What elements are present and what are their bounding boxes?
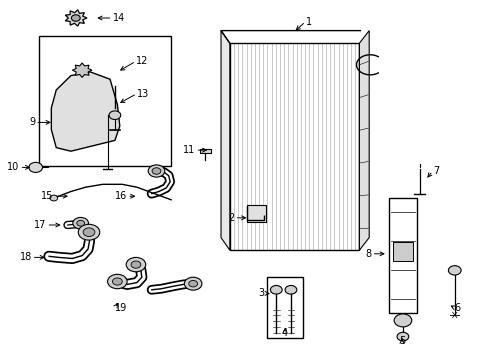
Circle shape — [393, 314, 411, 327]
Text: 15: 15 — [41, 191, 54, 201]
Bar — [199, 149, 211, 153]
Circle shape — [50, 195, 58, 201]
Text: 16: 16 — [115, 191, 127, 201]
Circle shape — [109, 111, 121, 120]
Bar — [388, 198, 416, 313]
Circle shape — [152, 168, 161, 174]
Circle shape — [107, 274, 127, 289]
Bar — [39, 36, 171, 166]
Circle shape — [77, 220, 84, 226]
Text: 5: 5 — [398, 336, 404, 346]
Bar — [229, 43, 359, 250]
Bar — [246, 205, 265, 222]
Text: 13: 13 — [137, 89, 149, 99]
Circle shape — [126, 257, 145, 272]
Bar — [392, 242, 412, 261]
Text: 8: 8 — [365, 249, 371, 259]
Text: 12: 12 — [136, 56, 148, 66]
Text: 18: 18 — [20, 252, 32, 262]
Polygon shape — [72, 63, 92, 77]
Bar — [266, 277, 303, 338]
Circle shape — [29, 162, 42, 172]
Circle shape — [270, 285, 282, 294]
Text: 17: 17 — [34, 220, 46, 230]
Text: 2: 2 — [228, 213, 234, 223]
Text: 10: 10 — [7, 162, 20, 172]
Text: 9: 9 — [29, 117, 35, 127]
Circle shape — [184, 277, 202, 290]
Text: 7: 7 — [432, 166, 438, 176]
Polygon shape — [359, 31, 368, 250]
Text: 1: 1 — [305, 17, 311, 27]
Circle shape — [285, 285, 296, 294]
Text: 14: 14 — [112, 13, 124, 23]
Circle shape — [83, 228, 95, 237]
Circle shape — [447, 266, 460, 275]
Text: 19: 19 — [115, 303, 127, 313]
Circle shape — [112, 278, 122, 285]
Circle shape — [396, 332, 408, 341]
Text: 3: 3 — [257, 288, 264, 298]
Circle shape — [71, 15, 80, 21]
Polygon shape — [65, 10, 87, 26]
Circle shape — [148, 165, 164, 177]
Circle shape — [78, 224, 100, 240]
Text: 11: 11 — [183, 145, 195, 155]
Polygon shape — [51, 72, 120, 151]
Circle shape — [73, 217, 88, 229]
Circle shape — [131, 261, 141, 268]
Circle shape — [188, 280, 197, 287]
Text: 4: 4 — [282, 328, 287, 338]
Polygon shape — [221, 31, 229, 250]
Text: 6: 6 — [454, 303, 460, 313]
